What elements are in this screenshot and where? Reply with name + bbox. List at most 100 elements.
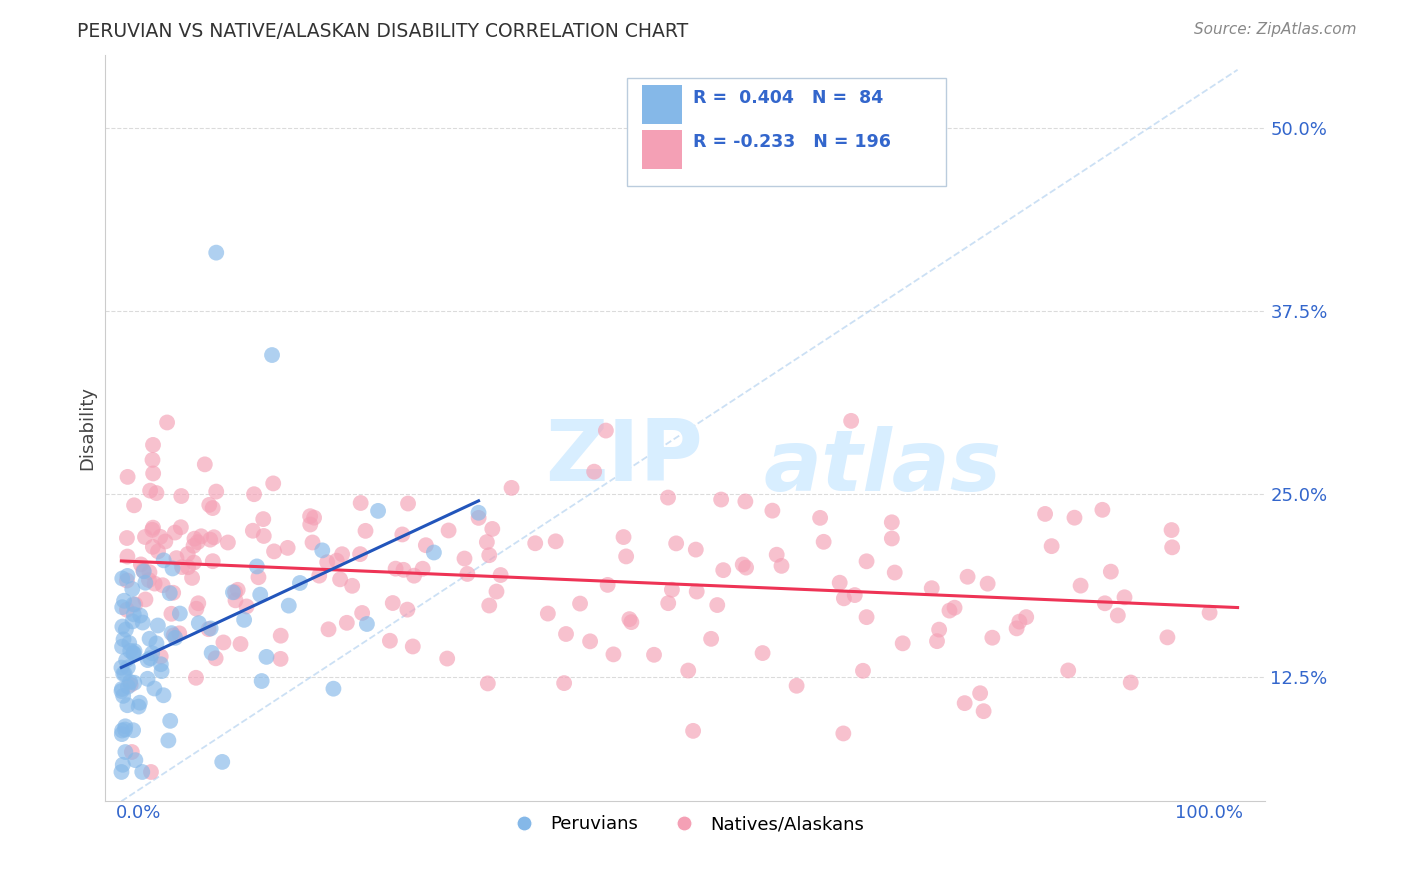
Point (111, 681, 134, 696)
Point (260, 348, 283, 362)
Point (579, 634, 602, 648)
Text: Source: ZipAtlas.com: Source: ZipAtlas.com (1194, 22, 1357, 37)
Point (149, 530, 172, 544)
Point (1005, 621, 1028, 635)
Point (143, 576, 166, 591)
Point (142, 521, 165, 535)
Point (956, 570, 979, 584)
Point (111, 640, 134, 654)
Point (159, 714, 181, 728)
Point (222, 585, 245, 599)
Point (145, 636, 167, 650)
Point (115, 574, 138, 588)
Point (115, 653, 138, 667)
Point (167, 626, 190, 640)
Point (262, 476, 284, 491)
Point (350, 496, 373, 510)
Point (1057, 664, 1080, 678)
Point (316, 555, 339, 569)
FancyBboxPatch shape (643, 129, 682, 169)
Point (201, 501, 224, 516)
Point (1033, 507, 1056, 521)
Point (711, 563, 734, 577)
Point (1160, 523, 1182, 537)
Point (205, 484, 228, 499)
Point (277, 599, 299, 613)
Point (138, 632, 160, 646)
Point (252, 512, 274, 526)
Point (134, 530, 156, 544)
Point (111, 571, 134, 585)
Point (765, 548, 787, 562)
Point (489, 568, 512, 582)
Point (120, 678, 142, 692)
Point (352, 606, 374, 620)
Point (141, 646, 163, 660)
Point (1091, 503, 1114, 517)
Point (235, 599, 257, 614)
Point (832, 591, 855, 606)
Point (141, 523, 163, 537)
Point (786, 679, 808, 693)
Point (131, 764, 153, 779)
Point (183, 556, 205, 570)
Point (122, 598, 145, 612)
Point (187, 596, 209, 610)
Point (883, 566, 905, 580)
Point (402, 568, 425, 582)
Point (478, 599, 501, 613)
Point (155, 534, 177, 549)
Point (813, 534, 835, 549)
Point (620, 615, 643, 629)
Point (124, 675, 146, 690)
Point (467, 511, 489, 525)
Point (415, 538, 437, 552)
Point (253, 529, 276, 543)
Point (828, 575, 851, 590)
Point (880, 516, 903, 530)
Point (612, 530, 634, 544)
Point (731, 558, 754, 572)
Point (478, 548, 501, 562)
Point (184, 671, 207, 685)
Point (152, 553, 174, 567)
Point (136, 672, 159, 686)
Point (602, 648, 624, 662)
Point (270, 629, 292, 643)
Point (832, 726, 855, 740)
Point (302, 510, 325, 524)
Point (330, 547, 353, 561)
Point (1156, 631, 1178, 645)
Point (176, 547, 198, 561)
Point (614, 549, 637, 564)
Text: 100.0%: 100.0% (1175, 805, 1243, 822)
Point (396, 602, 419, 616)
Point (1114, 591, 1136, 605)
Point (270, 652, 292, 666)
Point (163, 628, 186, 642)
Point (163, 525, 186, 540)
Point (524, 536, 547, 550)
Point (981, 631, 1004, 645)
FancyBboxPatch shape (627, 78, 946, 186)
Point (263, 544, 285, 558)
Point (340, 579, 363, 593)
Point (122, 607, 145, 622)
Point (139, 483, 162, 498)
Point (120, 674, 142, 689)
Point (1063, 510, 1085, 524)
Point (187, 616, 209, 631)
Text: atlas: atlas (763, 426, 1001, 509)
Point (710, 492, 733, 507)
Point (111, 619, 134, 633)
Point (117, 470, 139, 484)
Point (619, 612, 641, 626)
Point (117, 549, 139, 564)
Point (110, 660, 132, 674)
Point (481, 522, 503, 536)
Point (142, 438, 165, 452)
Point (1107, 608, 1129, 623)
Point (122, 723, 145, 738)
Point (134, 592, 156, 607)
Point (118, 636, 141, 650)
